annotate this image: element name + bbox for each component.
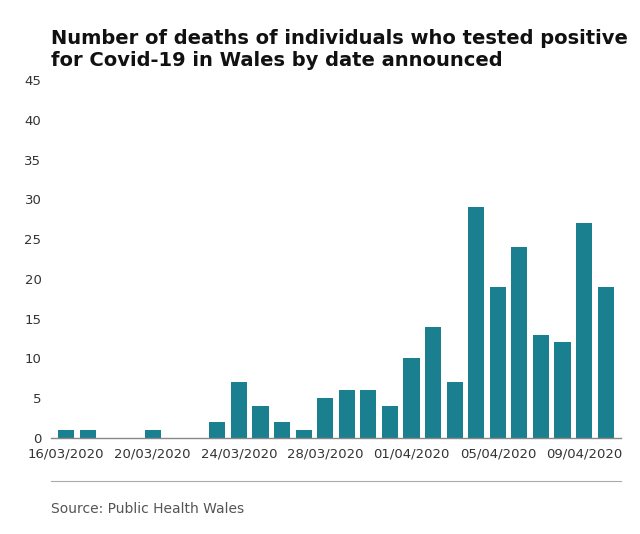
Bar [511,247,527,438]
Bar [576,223,592,438]
Bar [339,390,355,438]
Bar [80,430,96,438]
Text: Number of deaths of individuals who tested positive
for Covid-19 in Wales by dat: Number of deaths of individuals who test… [51,29,628,70]
Bar [317,398,333,438]
Bar [598,287,614,438]
Bar [360,390,376,438]
Bar [468,207,484,438]
Bar [296,430,312,438]
Bar [274,422,290,438]
Bar [403,358,420,438]
Bar [58,430,74,438]
Bar [252,406,269,438]
Bar [490,287,506,438]
Text: Source: Public Health Wales: Source: Public Health Wales [51,501,244,516]
Bar [145,430,161,438]
Bar [209,422,225,438]
Bar [533,334,549,438]
Bar [447,382,463,438]
Bar [231,382,247,438]
Bar [554,342,571,438]
Bar [425,327,441,438]
Bar [382,406,398,438]
